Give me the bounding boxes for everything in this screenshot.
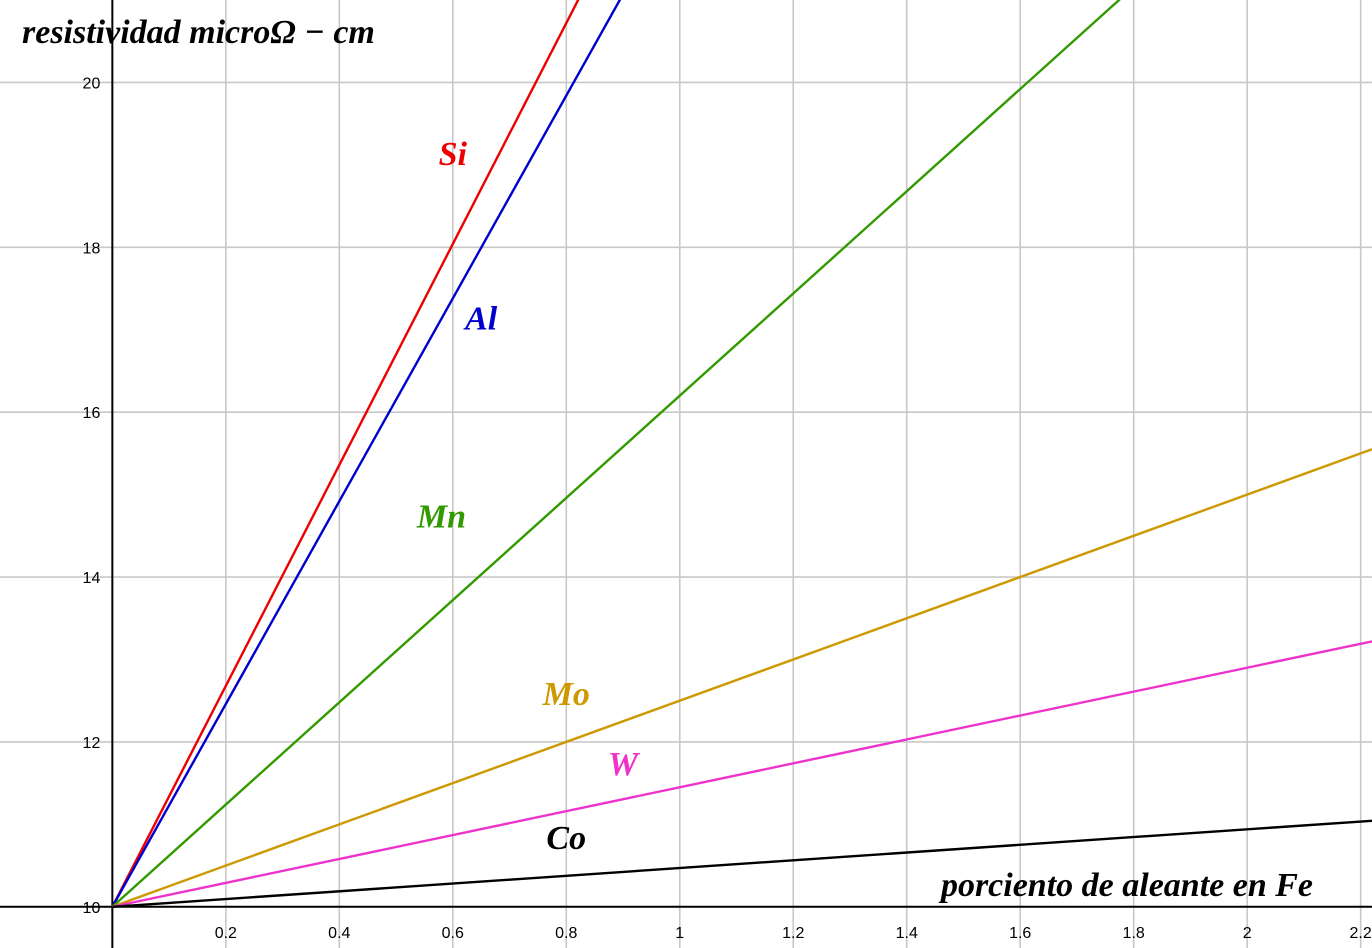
series-line-co (112, 819, 1372, 908)
x-tick-label: 1.8 (1123, 925, 1145, 942)
y-tick-label: 18 (83, 240, 101, 257)
x-tick-label: 0.4 (328, 925, 350, 942)
tick-labels: 0.2 0.4 0.6 0.8 1 1.2 1.4 1.6 1.8 2 2.2 10 12 14 16 18 2… (83, 75, 1372, 941)
series-label-mn: Mn (416, 499, 466, 536)
series-line-si (111, 0, 580, 908)
x-tick-label: 1.4 (896, 925, 918, 942)
x-tick-label: 0.8 (555, 925, 577, 942)
x-tick-label: 0.2 (215, 925, 237, 942)
x-tick-label: 1.6 (1009, 925, 1031, 942)
y-axis-title: resistividad microΩ − cm (22, 14, 375, 51)
y-tick-label: 12 (83, 735, 101, 752)
x-axis-title: porciento de aleante en Fe (938, 867, 1313, 904)
x-tick-label: 2.2 (1350, 925, 1372, 942)
series-label-al: Al (463, 301, 498, 338)
x-tick-label: 2 (1243, 925, 1252, 942)
x-tick-label: 1.2 (782, 925, 804, 942)
series-line-mn (111, 0, 1121, 908)
x-tick-label: 1 (675, 925, 684, 942)
series-label-co: Co (546, 820, 586, 857)
series-label-w: W (608, 746, 641, 783)
y-tick-label: 16 (83, 405, 101, 422)
y-tick-label: 14 (83, 570, 101, 587)
y-tick-label: 10 (83, 900, 101, 917)
x-tick-label: 0.6 (442, 925, 464, 942)
series-line-al (111, 0, 622, 908)
series-label-si: Si (439, 136, 468, 173)
series-line-mo (111, 448, 1372, 908)
y-tick-label: 20 (83, 75, 101, 92)
series-line-w (112, 640, 1372, 908)
series-labels: Si Al Mn Mo W Co (416, 136, 641, 857)
series-label-mo: Mo (542, 676, 590, 713)
series-lines (111, 0, 1372, 908)
